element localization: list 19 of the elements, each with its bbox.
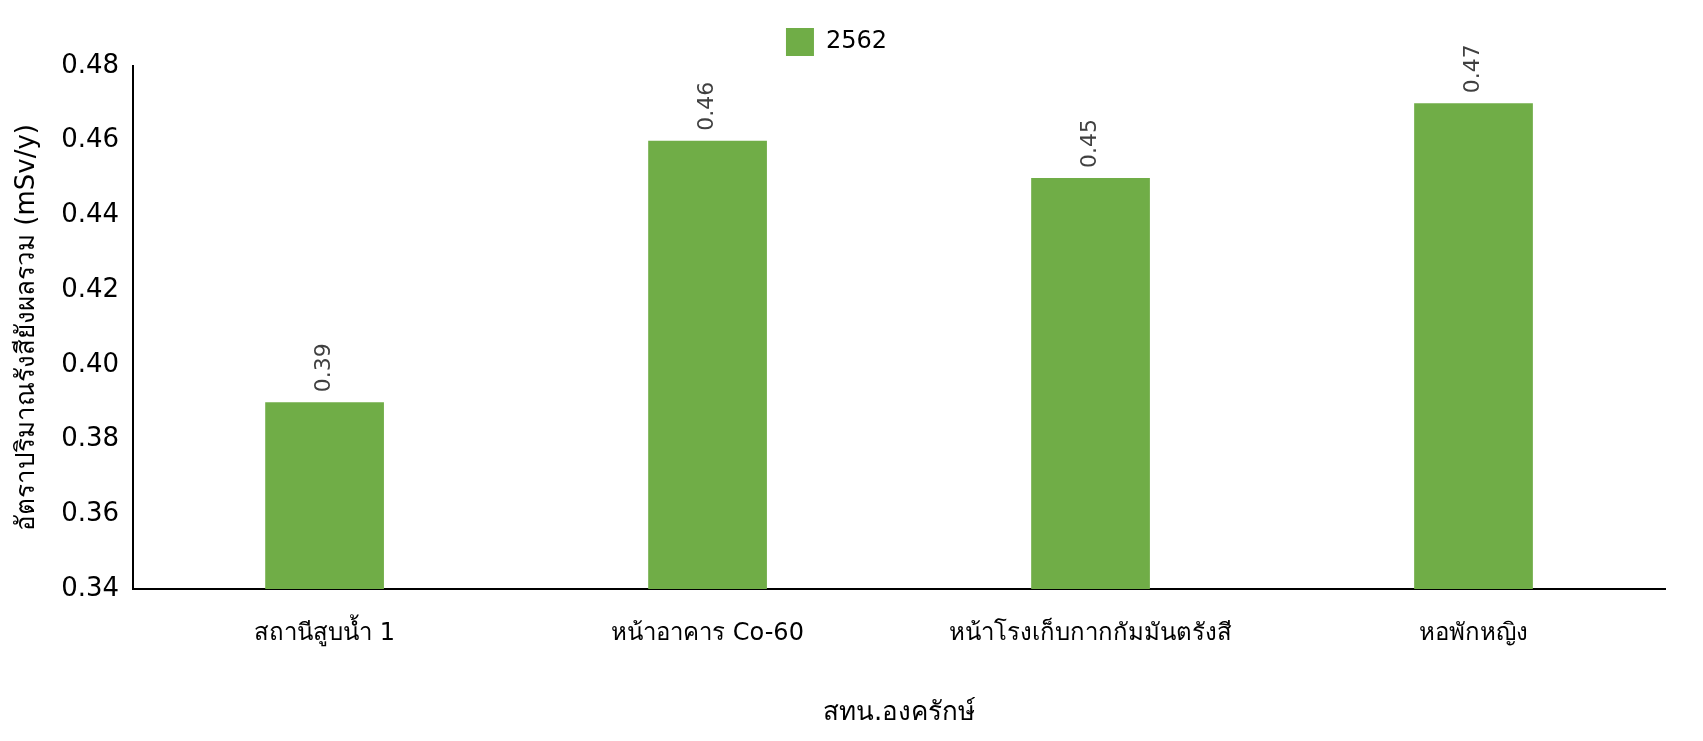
data-label: 0.45: [1076, 119, 1102, 169]
y-tick-label: 0.34: [61, 571, 120, 602]
data-label: 0.47: [1459, 44, 1485, 94]
y-tick-label: 0.46: [61, 123, 120, 154]
data-label: 0.46: [693, 81, 719, 131]
y-tick-label: 0.48: [61, 48, 120, 79]
y-tick-label: 0.38: [61, 422, 120, 453]
x-tick-label: หน้าโรงเก็บกากกัมมันตรังสี: [949, 616, 1233, 646]
x-tick-label: หน้าอาคาร Co-60: [611, 617, 804, 646]
legend-label: 2562: [825, 26, 888, 55]
y-tick-label: 0.44: [61, 198, 120, 229]
y-tick-label: 0.36: [61, 497, 120, 528]
x-tick-label: สถานีสูบน้ำ 1: [254, 613, 396, 647]
y-tick-label: 0.42: [61, 272, 120, 303]
y-tick-label: 0.40: [61, 347, 120, 378]
y-axis-title: อัตราปริมาณรังสียังผลรวม (mSv/y): [10, 124, 41, 531]
data-label: 0.39: [310, 343, 336, 393]
x-tick-label: หอพักหญิง: [1419, 617, 1529, 646]
x-axis-title: สทน.องครักษ์: [822, 696, 977, 727]
